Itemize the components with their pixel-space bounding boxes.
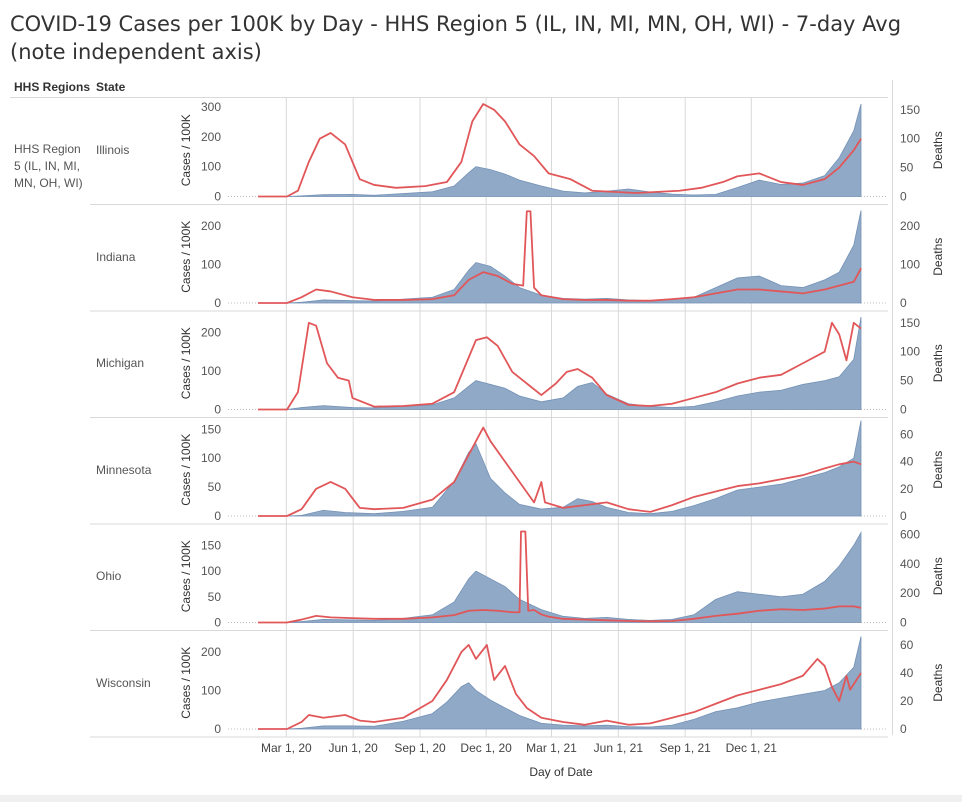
cases-area bbox=[258, 531, 862, 623]
right-tick-label: 100 bbox=[900, 132, 920, 146]
left-tick-label: 150 bbox=[201, 538, 221, 552]
state-label: Minnesota bbox=[96, 462, 152, 477]
deaths-line bbox=[258, 321, 862, 411]
right-tick-label: 100 bbox=[900, 257, 920, 271]
left-tick-label: 100 bbox=[201, 683, 221, 697]
cases-area bbox=[258, 636, 862, 730]
left-tick-label: 150 bbox=[201, 422, 221, 436]
right-tick-label: 0 bbox=[900, 616, 907, 630]
left-tick-label: 50 bbox=[208, 590, 222, 604]
header-divider bbox=[10, 97, 888, 98]
deaths-line bbox=[258, 210, 862, 304]
right-axis-title: Deaths bbox=[931, 451, 945, 489]
cases-area bbox=[258, 103, 862, 197]
left-tick-label: 100 bbox=[201, 364, 221, 378]
left-axis-title: Cases / 100K bbox=[179, 540, 193, 612]
right-tick-label: 400 bbox=[900, 557, 920, 571]
right-tick-label: 0 bbox=[900, 403, 907, 417]
left-tick-label: 100 bbox=[201, 160, 221, 174]
x-tick-label: Sep 1, 21 bbox=[659, 741, 711, 755]
left-tick-label: 0 bbox=[214, 296, 221, 310]
x-axis-title: Day of Date bbox=[529, 765, 593, 779]
header-hhs-regions: HHS Regions bbox=[14, 80, 91, 94]
right-axis-title: Deaths bbox=[931, 344, 945, 382]
cases-area bbox=[258, 316, 862, 410]
right-tick-label: 0 bbox=[900, 190, 907, 204]
right-tick-label: 60 bbox=[900, 427, 914, 441]
region-label: HHS Region 5 (IL, IN, MI, MN, OH, WI) bbox=[14, 142, 83, 190]
right-tick-label: 40 bbox=[900, 455, 914, 469]
x-tick-label: Mar 1, 20 bbox=[260, 741, 312, 755]
left-tick-label: 100 bbox=[201, 564, 221, 578]
right-tick-label: 20 bbox=[900, 694, 914, 708]
right-tick-label: 0 bbox=[900, 722, 907, 736]
right-tick-label: 100 bbox=[900, 345, 920, 359]
left-tick-label: 0 bbox=[214, 403, 221, 417]
left-tick-label: 300 bbox=[201, 100, 221, 114]
left-tick-label: 200 bbox=[201, 130, 221, 144]
right-tick-label: 50 bbox=[900, 161, 914, 175]
left-tick-label: 0 bbox=[214, 509, 221, 523]
left-axis-title: Cases / 100K bbox=[179, 114, 193, 186]
chart-title: COVID-19 Cases per 100K by Day - HHS Reg… bbox=[10, 10, 950, 66]
state-label: Michigan bbox=[96, 356, 145, 371]
right-axis-title: Deaths bbox=[931, 664, 945, 702]
header-state: State bbox=[96, 80, 126, 94]
right-tick-label: 600 bbox=[900, 527, 920, 541]
right-tick-label: 200 bbox=[900, 219, 920, 233]
chart-title-line2: (note independent axis) bbox=[10, 40, 262, 64]
chart-title-line1: COVID-19 Cases per 100K by Day - HHS Reg… bbox=[10, 12, 902, 36]
right-tick-label: 150 bbox=[900, 316, 920, 330]
right-axis-divider bbox=[892, 80, 893, 735]
left-axis-title: Cases / 100K bbox=[179, 434, 193, 506]
left-tick-label: 100 bbox=[201, 257, 221, 271]
right-axis-title: Deaths bbox=[931, 557, 945, 595]
x-tick-label: Jun 1, 21 bbox=[593, 741, 644, 755]
right-tick-label: 0 bbox=[900, 296, 907, 310]
left-tick-label: 0 bbox=[214, 722, 221, 736]
deaths-line bbox=[258, 103, 862, 198]
left-tick-label: 0 bbox=[214, 190, 221, 204]
x-tick-label: Sep 1, 20 bbox=[394, 741, 446, 755]
right-tick-label: 150 bbox=[900, 103, 920, 117]
right-tick-label: 200 bbox=[900, 586, 920, 600]
left-tick-label: 200 bbox=[201, 219, 221, 233]
right-tick-label: 50 bbox=[900, 374, 914, 388]
deaths-line bbox=[258, 426, 862, 517]
left-tick-label: 100 bbox=[201, 451, 221, 465]
x-tick-label: Dec 1, 20 bbox=[460, 741, 512, 755]
left-tick-label: 200 bbox=[201, 645, 221, 659]
left-axis-title: Cases / 100K bbox=[179, 327, 193, 399]
cases-area bbox=[258, 210, 862, 304]
state-label: Indiana bbox=[96, 249, 136, 264]
right-axis-title: Deaths bbox=[931, 131, 945, 169]
right-tick-label: 60 bbox=[900, 638, 914, 652]
left-tick-label: 0 bbox=[214, 616, 221, 630]
x-tick-label: Mar 1, 21 bbox=[526, 741, 577, 755]
cases-area bbox=[258, 420, 862, 517]
state-label: Wisconsin bbox=[96, 675, 151, 690]
right-tick-label: 40 bbox=[900, 666, 914, 680]
left-tick-label: 50 bbox=[208, 480, 222, 494]
left-tick-label: 200 bbox=[201, 325, 221, 339]
x-tick-label: Dec 1, 21 bbox=[725, 741, 777, 755]
deaths-line bbox=[258, 644, 862, 730]
right-tick-label: 0 bbox=[900, 509, 907, 523]
right-axis-title: Deaths bbox=[931, 238, 945, 276]
state-label: Illinois bbox=[96, 143, 130, 158]
left-axis-title: Cases / 100K bbox=[179, 221, 193, 293]
state-label: Ohio bbox=[96, 569, 122, 584]
deaths-line bbox=[258, 530, 862, 624]
bottom-scrollbar-track bbox=[0, 795, 962, 802]
right-tick-label: 20 bbox=[900, 482, 914, 496]
left-axis-title: Cases / 100K bbox=[179, 647, 193, 719]
x-tick-label: Jun 1, 20 bbox=[328, 741, 378, 755]
